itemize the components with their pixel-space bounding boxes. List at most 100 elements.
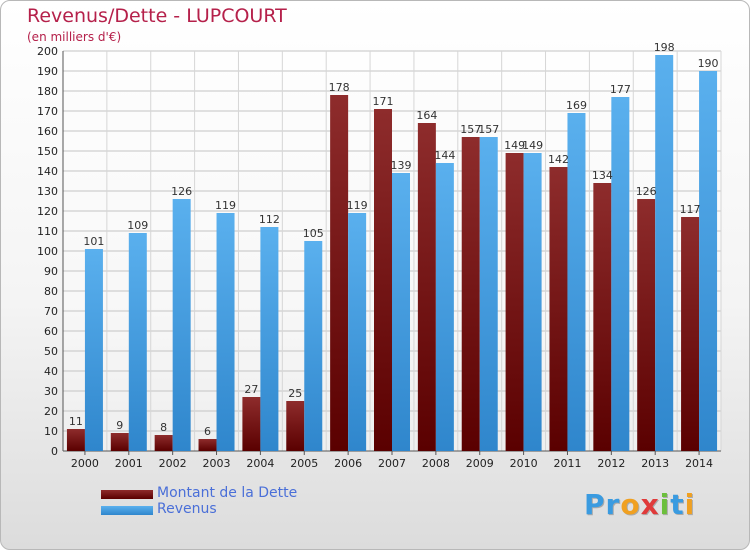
data-label: 157 — [478, 123, 499, 136]
logo-letter: x — [640, 488, 660, 521]
y-tick-label: 170 — [37, 105, 58, 118]
bar-debt — [549, 167, 568, 451]
data-label: 11 — [69, 415, 83, 428]
data-label: 112 — [259, 213, 280, 226]
data-labels: 11 101 9 109 8 126 6 119 27 112 25 105 178 119 171 139 1… — [69, 41, 719, 438]
x-tick-label: 2012 — [597, 457, 625, 470]
y-tick-label: 190 — [37, 65, 58, 78]
data-label: 171 — [373, 95, 394, 108]
data-label: 119 — [347, 199, 368, 212]
x-tick-label: 2011 — [553, 457, 581, 470]
x-tick-label: 2004 — [246, 457, 274, 470]
data-label: 105 — [303, 227, 324, 240]
bar-debt — [330, 95, 349, 451]
y-tick-label: 40 — [44, 365, 58, 378]
x-tick-label: 2003 — [203, 457, 231, 470]
x-tick-label: 2009 — [466, 457, 494, 470]
data-label: 109 — [127, 219, 148, 232]
y-tick-label: 50 — [44, 345, 58, 358]
legend-label-revenus: Revenus — [157, 501, 217, 517]
y-tick-label: 20 — [44, 405, 58, 418]
y-tick-label: 110 — [37, 225, 58, 238]
bar-revenus — [392, 173, 410, 451]
data-label: 190 — [698, 57, 719, 70]
data-label: 164 — [416, 109, 437, 122]
y-tick-label: 140 — [37, 165, 58, 178]
y-tick-label: 160 — [37, 125, 58, 138]
data-label: 25 — [288, 387, 302, 400]
data-label: 134 — [592, 169, 613, 182]
legend-label-debt: Montant de la Dette — [157, 485, 298, 501]
data-label: 27 — [244, 383, 258, 396]
data-label: 169 — [566, 99, 587, 112]
bar-debt — [593, 183, 612, 451]
y-tick-label: 150 — [37, 145, 58, 158]
bar-debt — [198, 439, 217, 451]
bar-revenus — [699, 71, 718, 451]
bar-debt — [286, 401, 305, 451]
data-label: 117 — [680, 203, 701, 216]
data-label: 142 — [548, 153, 569, 166]
y-tick-label: 80 — [44, 285, 58, 298]
logo-letter: r — [605, 488, 621, 521]
x-tick-label: 2010 — [510, 457, 538, 470]
bar-debt — [461, 137, 480, 451]
bar-revenus — [172, 199, 191, 451]
x-tick-label: 2008 — [422, 457, 450, 470]
bar-debt — [637, 199, 656, 451]
data-label: 119 — [215, 199, 236, 212]
logo-letter: o — [620, 488, 641, 521]
bar-revenus — [348, 213, 367, 451]
bar-debt — [417, 123, 436, 451]
bar-revenus — [260, 227, 279, 451]
bar-revenus — [216, 213, 235, 451]
legend-swatch-debt — [101, 490, 153, 499]
logo-letter: t — [670, 488, 685, 521]
x-tick-label: 2005 — [290, 457, 318, 470]
data-label: 101 — [83, 235, 104, 248]
x-tick-label: 2001 — [115, 457, 143, 470]
data-label: 139 — [391, 159, 412, 172]
y-tick-label: 120 — [37, 205, 58, 218]
bar-revenus — [655, 55, 674, 451]
logo-letter: P — [584, 488, 606, 521]
bar-debt — [374, 109, 392, 451]
data-label: 144 — [434, 149, 455, 162]
data-label: 149 — [522, 139, 543, 152]
bar-debt — [66, 429, 85, 451]
x-tick-label: 2007 — [378, 457, 406, 470]
bar-chart: 0 10 20 30 40 50 60 70 80 90 100 110 120 130 140 150 160… — [37, 41, 722, 470]
y-tick-label: 10 — [44, 425, 58, 438]
y-tick-label: 100 — [37, 245, 58, 258]
bar-revenus — [523, 153, 542, 451]
bar-revenus — [611, 97, 630, 451]
chart-subtitle: (en milliers d'€) — [27, 30, 122, 44]
bar-debt — [154, 435, 173, 451]
bars — [66, 55, 718, 451]
data-label: 198 — [654, 41, 675, 54]
x-tick-label: 2013 — [641, 457, 669, 470]
data-label: 8 — [160, 421, 167, 434]
y-tick-label: 180 — [37, 85, 58, 98]
bar-debt — [242, 397, 261, 451]
bar-debt — [505, 153, 524, 451]
x-axis-ticks: 2000 2001 2002 2003 2004 2005 2006 2007 2008 2009… — [71, 451, 713, 470]
bar-debt — [681, 217, 700, 451]
chart-title: Revenus/Dette - LUPCOURT — [27, 5, 287, 27]
y-tick-label: 70 — [44, 305, 58, 318]
data-label: 6 — [204, 425, 211, 438]
bar-revenus — [479, 137, 498, 451]
y-tick-label: 130 — [37, 185, 58, 198]
x-tick-label: 2002 — [159, 457, 187, 470]
data-label: 126 — [636, 185, 657, 198]
data-label: 9 — [116, 419, 123, 432]
logo-letter: i — [659, 488, 671, 521]
data-label: 177 — [610, 83, 631, 96]
y-axis-ticks: 0 10 20 30 40 50 60 70 80 90 100 110 120 130 140 150 160… — [37, 45, 58, 458]
proxiti-logo: Proxiti — [584, 488, 695, 521]
y-tick-label: 60 — [44, 325, 58, 338]
data-label: 178 — [329, 81, 350, 94]
bar-revenus — [567, 113, 586, 451]
bar-revenus — [435, 163, 454, 451]
